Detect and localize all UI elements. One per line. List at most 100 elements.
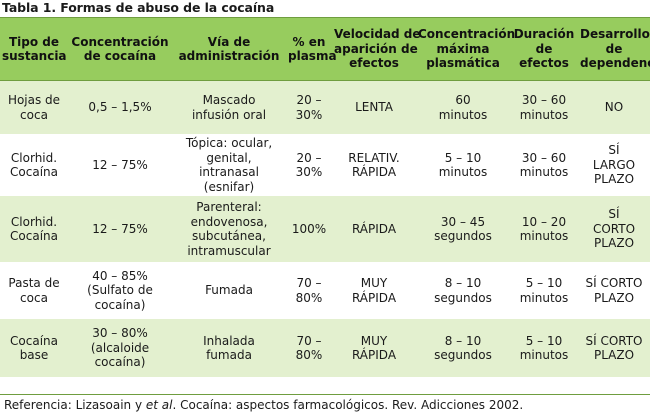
cell-line: Mascado — [202, 93, 256, 107]
cell-line: coca — [20, 107, 48, 122]
cell-line: Clorhid. — [10, 150, 58, 165]
cell-velocidad: LENTA — [332, 80, 416, 134]
cell-plasma: 70 –80% — [286, 319, 332, 377]
cell-line: minutos — [519, 229, 569, 243]
cell-concentracion: 30 – 80% (alcaloide cocaína) — [68, 319, 172, 377]
cell-via: Tópica: ocular, genital, intranasal (esnifa… — [172, 134, 286, 196]
cell-line: CORTO — [592, 221, 636, 236]
cell-line: RÁPIDA — [351, 221, 397, 236]
cell-line: 8 – 10 — [444, 333, 482, 348]
cell-line: fumada — [206, 348, 252, 362]
cell-line: segundos — [434, 348, 492, 362]
cell-duracion: 30 – 60 minutos — [510, 80, 578, 134]
cell-dependencia: SÍ CORTO PLAZO — [578, 196, 650, 262]
top-rule — [0, 17, 650, 18]
cell-line: 30% — [295, 107, 323, 122]
cell-tipo: Cocaína base — [0, 319, 68, 377]
cell-line: minutos — [519, 348, 569, 362]
cell-line: 30 – 45 — [440, 214, 486, 229]
cell-line: 8 – 10 — [444, 276, 482, 290]
cell-line: LARGO — [592, 157, 636, 172]
cell-line: LENTA — [355, 100, 393, 115]
cell-line: Cocaína — [10, 333, 58, 348]
cell-via: Mascado infusión oral — [172, 80, 286, 134]
cell-plasma: 20 –30% — [286, 80, 332, 134]
header-line: aparición de — [334, 41, 418, 56]
cell-duracion: 5 – 10 minutos — [510, 319, 578, 377]
cell-line: 20 – — [296, 93, 322, 107]
cell-line: 70 – — [296, 276, 322, 290]
cell-via: Inhalada fumada — [172, 319, 286, 377]
cell-tipo: Clorhid. Cocaína — [0, 196, 68, 262]
cell-line: RELATIV. — [348, 150, 400, 165]
table-row-hojas-de-coca: Hojas de coca 0,5 – 1,5% Mascado infusión or… — [0, 80, 650, 134]
cell-line: SÍ — [608, 143, 620, 158]
header-row: Tipo de sustancia Concentración de cocaína… — [0, 18, 650, 81]
cell-line: intranasal — [199, 165, 259, 179]
cell-line: coca — [20, 290, 48, 305]
cell-line: segundos — [434, 229, 492, 243]
cell-line: Cocaína — [10, 165, 58, 179]
cell-line: Cocaína — [10, 229, 58, 243]
header-line: administración — [178, 49, 280, 63]
cell-plasma: 70 –80% — [286, 262, 332, 319]
cell-concentracion: 0,5 – 1,5% — [68, 80, 172, 134]
cell-line: 80% — [295, 348, 323, 362]
cell-line: SÍ — [608, 207, 620, 222]
cell-line: RÁPIDA — [351, 348, 397, 362]
cell-line: segundos — [434, 290, 492, 305]
cell-plasma: 20 –30% — [286, 134, 332, 196]
cell-line: RÁPIDA — [351, 290, 397, 305]
cell-plasma: 100% — [286, 196, 332, 262]
cell-duracion: 5 – 10 minutos — [510, 262, 578, 319]
cell-line: PLAZO — [593, 236, 635, 251]
table-row-clorhid-cocaina-parenteral: Clorhid. Cocaína 12 – 75% Parenteral: endove… — [0, 196, 650, 262]
header-line: Duración — [513, 27, 575, 42]
header-line: efectos — [349, 56, 399, 71]
cell-velocidad: MUY RÁPIDA — [332, 262, 416, 319]
cell-via: Parenteral: endovenosa, subcutánea, intramu… — [172, 196, 286, 262]
cell-concentracion-maxima: 60 minutos — [416, 80, 510, 134]
cell-duracion: 30 – 60 minutos — [510, 134, 578, 196]
cell-line: Parenteral: — [196, 200, 262, 214]
header-line: sustancia — [2, 49, 67, 63]
cell-line: base — [19, 348, 49, 362]
cell-line: cocaína) — [94, 355, 146, 370]
cell-line: PLAZO — [593, 172, 635, 187]
header-tipo-de-sustancia: Tipo de sustancia — [0, 18, 68, 81]
cell-line: endovenosa, — [190, 214, 268, 229]
cell-line: 80% — [295, 290, 323, 305]
cell-line: SÍ CORTO — [585, 333, 643, 348]
table-row-pasta-de-coca: Pasta de coca 40 – 85% (Sulfato de cocaína) F… — [0, 262, 650, 319]
cell-velocidad: RÁPIDA — [332, 196, 416, 262]
cell-line: Pasta de — [8, 276, 60, 290]
cell-line: minutos — [519, 107, 569, 122]
table-row-clorhid-cocaina-topica: Clorhid. Cocaína 12 – 75% Tópica: ocular, ge… — [0, 134, 650, 196]
cell-line: 30 – 60 — [521, 93, 567, 107]
cell-duracion: 10 – 20 minutos — [510, 196, 578, 262]
header-line: dependencia — [580, 56, 650, 71]
cocaine-abuse-table: Tipo de sustancia Concentración de cocaína… — [0, 18, 650, 377]
cell-concentracion: 12 – 75% — [68, 134, 172, 196]
cell-tipo: Hojas de coca — [0, 80, 68, 134]
cell-concentracion-maxima: 8 – 10 segundos — [416, 319, 510, 377]
cell-line: MUY — [360, 333, 388, 348]
header-line: de — [605, 41, 623, 56]
header-concentracion-maxima: Concentración máxima plasmática — [416, 18, 515, 81]
header-via-de-administracion: Vía de administración — [172, 18, 286, 81]
cell-line: Tópica: ocular, — [185, 136, 273, 150]
cell-line: 5 – 10 — [444, 150, 482, 165]
cell-line: 12 – 75% — [92, 221, 148, 236]
cell-line: infusión oral — [191, 107, 267, 122]
header-line: de cocaína — [83, 49, 157, 63]
cell-tipo: Clorhid. Cocaína — [0, 134, 68, 196]
header-duracion-de-efectos: Duración de efectos — [510, 18, 578, 81]
header-desarrollo-de-dependencia: Desarrollodedependencia — [578, 18, 650, 81]
cell-concentracion-maxima: 8 – 10 segundos — [416, 262, 510, 319]
cell-line: minutos — [438, 107, 488, 122]
cell-line: Hojas de — [7, 93, 61, 107]
cell-line: MUY — [360, 276, 388, 290]
cell-line: 60 — [455, 93, 471, 107]
cell-line: 5 – 10 — [525, 276, 563, 290]
cell-dependencia: SÍ CORTO PLAZO — [578, 262, 650, 319]
